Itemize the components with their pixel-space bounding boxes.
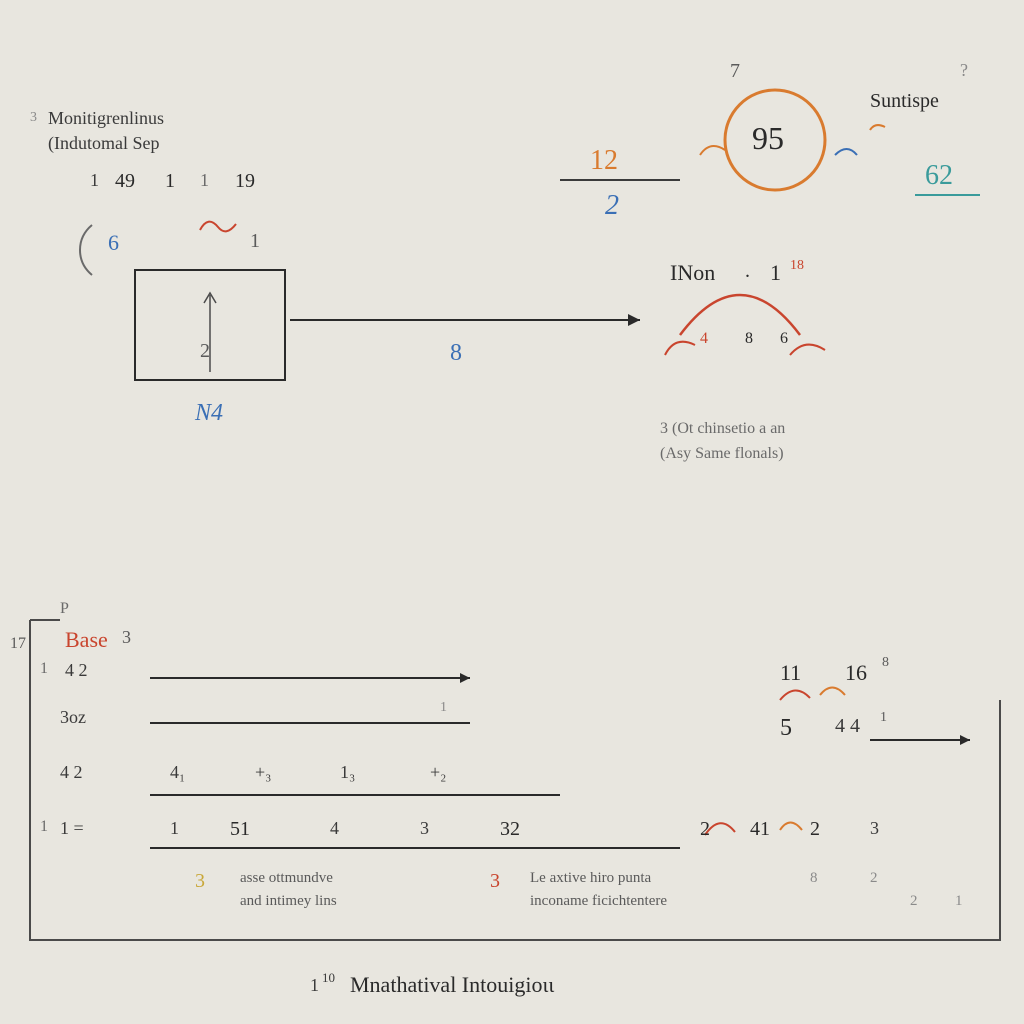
r2-mid: 1 <box>440 700 447 716</box>
right-62: 62 <box>925 160 953 192</box>
inon-sup: 18 <box>790 258 804 274</box>
trail-1: 2 <box>870 870 878 887</box>
base-suffix: 3 <box>122 627 131 648</box>
br-top-sup: 8 <box>882 655 889 671</box>
hang-7: 7 <box>730 60 740 83</box>
sm-6: 6 <box>780 330 788 348</box>
r4-c4: 32 <box>500 818 520 841</box>
inon-num: 1 <box>770 260 781 286</box>
r4-rc3: 3 <box>870 818 879 839</box>
under-box: N4 <box>195 400 223 427</box>
frac-denom: 2 <box>605 190 619 222</box>
r4-rc1: 41 <box>750 818 770 841</box>
caption-tr-2: (Asy Same flonals) <box>660 445 784 463</box>
row-num-2: 1 <box>165 170 175 193</box>
paren-left: 6 <box>108 230 119 256</box>
footer-title: Mnathatival Intouigioιι <box>350 972 554 998</box>
r3-c3: +₂ <box>430 762 446 783</box>
r1-lead2: 4 2 <box>65 660 88 681</box>
edge-p: P <box>60 600 69 618</box>
circle-num: 95 <box>752 120 784 157</box>
r4-c3: 3 <box>420 818 429 839</box>
r3-lead2: 4 2 <box>60 762 83 783</box>
r4-rc0: 2 <box>700 818 710 841</box>
sm-4: 4 <box>700 330 708 348</box>
paren-right: 1 <box>250 230 260 253</box>
r1-lead: 1 <box>40 660 48 678</box>
r3-c0: 4₁ <box>170 762 185 783</box>
title-prefix: 3 <box>30 110 37 126</box>
frac-numer: 12 <box>590 145 618 177</box>
suntispe-label: Suntispe <box>870 90 939 113</box>
trail-r1: 1 <box>955 893 963 910</box>
r4-c0: 1 <box>170 818 179 839</box>
inon-label: INon <box>670 260 715 286</box>
in-box-num: 2 <box>200 340 210 363</box>
r4-c1: 51 <box>230 818 250 841</box>
row-num-0: 1 <box>90 170 99 191</box>
r3-c2: 1₃ <box>340 762 355 783</box>
hang-q: ? <box>960 60 968 81</box>
title-line2: (Indutomal Sep <box>48 133 159 154</box>
r3-c1: +₃ <box>255 762 271 783</box>
base-label: Base <box>65 627 108 653</box>
row-num-suffix: 19 <box>235 170 255 193</box>
row-num-1: 49 <box>115 170 135 193</box>
title-line1: Monitigrenlinus <box>48 108 164 129</box>
edge-17: 17 <box>10 635 26 653</box>
trail-r0: 2 <box>910 893 918 910</box>
br-mid-0: 5 <box>780 715 792 742</box>
cap-glyph-l: 3 <box>195 870 205 893</box>
r2-lead2: 3oz <box>60 707 86 728</box>
footer-sup: 10 <box>322 970 335 986</box>
br-mid-1: 4 4 <box>835 715 860 738</box>
br-top-1: 16 <box>845 660 867 686</box>
br-top-0: 11 <box>780 660 801 686</box>
caption-tr-1: 3 (Ot chinsetio a an <box>660 420 785 438</box>
cap-l2: and intimey lins <box>240 893 337 910</box>
footer-prefix: 1 <box>310 975 319 996</box>
r4-lead: 1 <box>40 818 48 836</box>
cap-r1: Le axtive hiro punta <box>530 870 651 887</box>
cap-r2: inconame ficichtentere <box>530 893 667 910</box>
sm-8: 8 <box>745 330 753 348</box>
arrow-label-8: 8 <box>450 340 462 367</box>
trail-0: 8 <box>810 870 818 887</box>
r4-rc2: 2 <box>810 818 820 841</box>
row-num-3: 1 <box>200 170 209 191</box>
br-mid-sup: 1 <box>880 710 887 726</box>
r4-c2: 4 <box>330 818 339 839</box>
r4-lead2: 1 = <box>60 818 84 839</box>
cap-glyph-r: 3 <box>490 870 500 893</box>
cap-l1: asse ottmundve <box>240 870 333 887</box>
